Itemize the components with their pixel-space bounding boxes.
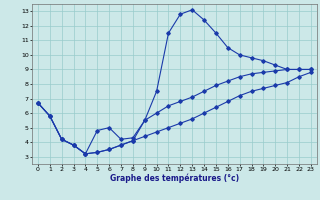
X-axis label: Graphe des températures (°c): Graphe des températures (°c) [110, 174, 239, 183]
